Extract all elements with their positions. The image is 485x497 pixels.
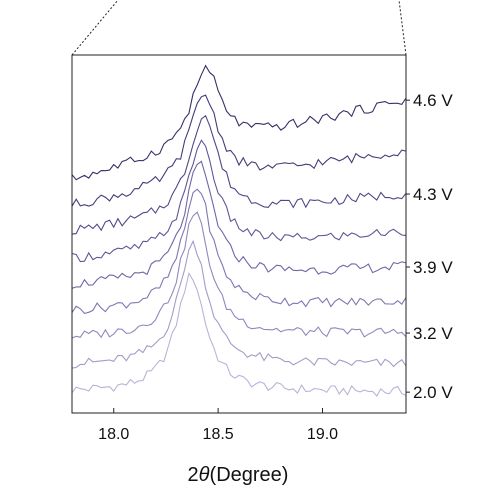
series-line-3 <box>71 211 407 339</box>
series-label: 4.6 V <box>413 91 453 110</box>
series-line-2 <box>71 239 407 369</box>
series-line-8 <box>71 94 407 207</box>
x-axis-title: 2θ(Degree) <box>188 464 289 486</box>
zoom-guide-left <box>71 0 119 56</box>
series-line-9 <box>71 64 407 181</box>
series-label: 4.3 V <box>413 185 453 204</box>
series-line-7 <box>71 114 407 235</box>
series-labels: 2.0 V 3.2 V 3.9 V 4.3 V 4.6 V <box>406 91 453 402</box>
series-label: 2.0 V <box>413 383 453 402</box>
series-line-1 <box>71 271 407 397</box>
plot-frame <box>71 54 407 414</box>
series-line-5 <box>71 160 407 289</box>
x-tick-label: 19.0 <box>307 426 338 443</box>
x-axis-ticks: 18.0 18.5 19.0 <box>98 408 338 443</box>
series-line-6 <box>71 139 407 263</box>
x-tick-label: 18.5 <box>203 426 234 443</box>
series-label: 3.2 V <box>413 324 453 343</box>
series-lines <box>71 64 407 397</box>
series-label: 3.9 V <box>413 258 453 277</box>
series-line-4 <box>71 188 407 315</box>
zoom-guide-right <box>398 0 407 56</box>
x-tick-label: 18.0 <box>98 426 129 443</box>
